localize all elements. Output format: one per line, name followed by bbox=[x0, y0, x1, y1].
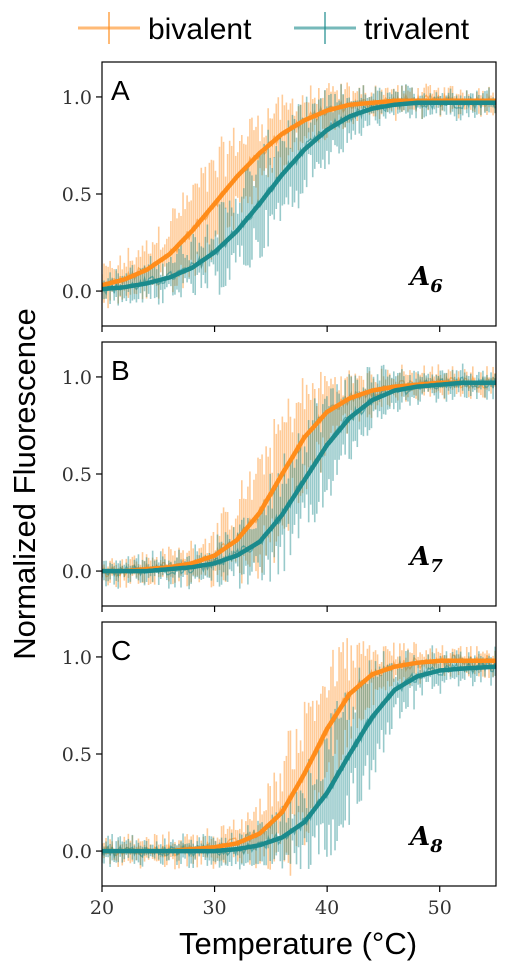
x-axis-title: Temperature (°C) bbox=[179, 926, 417, 961]
fit-line-trivalent bbox=[102, 380, 496, 574]
y-tick-label: 0.0 bbox=[62, 841, 92, 863]
y-tick-label: 0.5 bbox=[62, 464, 92, 486]
compound-label-main: A bbox=[407, 262, 430, 292]
fit-line-trivalent bbox=[102, 100, 496, 292]
y-tick-label: 0.0 bbox=[62, 561, 92, 583]
compound-label-subscript: 6 bbox=[430, 276, 443, 297]
compound-label: A7 bbox=[407, 542, 443, 577]
plot-area bbox=[102, 82, 496, 309]
legend-item-bivalent: bivalent bbox=[78, 12, 252, 46]
legend-item-trivalent: trivalent bbox=[294, 12, 470, 46]
panel-a: 0.00.51.0 AA6 bbox=[62, 61, 497, 332]
plot-area bbox=[102, 638, 496, 876]
fit-line-trivalent bbox=[102, 664, 496, 854]
panel-c: 0.0 0.5 1.0 20 30 40 50 C A8 bbox=[62, 621, 497, 919]
panel-letter: A bbox=[111, 75, 130, 106]
legend: bivalent trivalent bbox=[78, 12, 470, 46]
x-tick-label: 50 bbox=[428, 897, 452, 919]
panel-letter: C bbox=[111, 635, 131, 666]
plot-area bbox=[102, 363, 496, 590]
compound-label-main: A bbox=[407, 542, 430, 572]
compound-label-subscript: 7 bbox=[430, 556, 443, 577]
panel-letter: B bbox=[111, 355, 130, 386]
y-tick-label: 1.0 bbox=[62, 87, 92, 109]
legend-label-bivalent: bivalent bbox=[148, 13, 252, 46]
panel-b: 0.0 0.5 1.0 B A7 bbox=[62, 341, 497, 612]
y-tick-label: 0.5 bbox=[62, 184, 92, 206]
x-tick-label: 20 bbox=[90, 897, 114, 919]
y-tick-label: 1.0 bbox=[62, 647, 92, 669]
y-tick-label: 0.5 bbox=[62, 744, 92, 766]
compound-label: A8 bbox=[407, 822, 443, 857]
y-tick-label: 1.0 bbox=[62, 367, 92, 389]
compound-label-subscript: 8 bbox=[429, 836, 443, 857]
x-tick-label: 30 bbox=[202, 897, 226, 919]
legend-label-trivalent: trivalent bbox=[364, 13, 470, 46]
y-axis-title: Normalized Fluorescence bbox=[7, 308, 42, 659]
x-tick-label: 40 bbox=[315, 897, 339, 919]
y-tick-label: 0.0 bbox=[62, 281, 92, 303]
compound-label-main: A bbox=[407, 822, 430, 852]
compound-label: A6 bbox=[407, 262, 443, 297]
